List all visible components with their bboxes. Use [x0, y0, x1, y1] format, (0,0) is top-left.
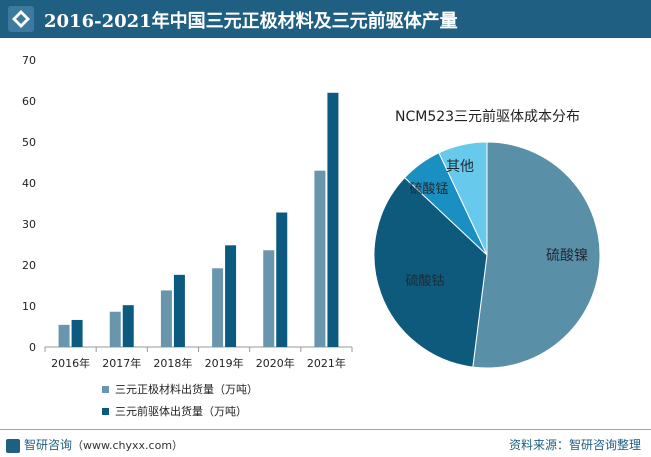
logo-icon [6, 438, 20, 453]
y-tick-label: 20 [22, 259, 36, 272]
x-tick-label: 2021年 [307, 356, 346, 370]
header-bar: 2016-2021年中国三元正极材料及三元前驱体产量 [0, 0, 651, 38]
bar-precursor [225, 245, 237, 347]
x-tick-label: 2018年 [153, 356, 192, 370]
pie-slice [472, 141, 601, 369]
legend-item-precursor: 三元前驱体出货量（万吨） [102, 403, 247, 419]
y-tick-label: 50 [22, 136, 36, 149]
pie-chart-title: NCM523三元前驱体成本分布 [395, 109, 581, 125]
pie-slice-label: 其他 [446, 159, 474, 175]
pie-slice [438, 141, 488, 256]
footer-logo-text: 智研咨询 [24, 438, 73, 452]
bar-precursor [173, 274, 185, 347]
footer-logo: 智研咨询（www.chyxx.com） [6, 436, 183, 453]
legend-swatch [102, 385, 109, 393]
pie-slice-label: 硫酸钴 [405, 274, 444, 289]
x-tick-label: 2016年 [51, 356, 90, 370]
bar-cathode [212, 268, 224, 347]
bar-cathode [58, 324, 70, 347]
y-tick-label: 60 [22, 95, 36, 108]
bar-cathode [109, 311, 121, 347]
pie-slice-label: 硫酸镍 [546, 248, 588, 264]
y-tick-label: 10 [22, 300, 36, 313]
pie-slice-label: 硫酸锰 [409, 182, 448, 197]
x-tick-label: 2020年 [256, 356, 295, 370]
y-tick-label: 30 [22, 218, 36, 231]
x-tick-label: 2019年 [205, 356, 244, 370]
y-tick-label: 40 [22, 177, 36, 190]
bar-cathode [314, 170, 326, 347]
diamond-icon [8, 6, 34, 32]
bar-cathode [160, 290, 172, 347]
legend-label: 三元前驱体出货量（万吨） [115, 405, 247, 418]
bar-precursor [327, 92, 339, 347]
bar-chart: 0 10 20 30 40 50 60 70 2016年 2017年 2018年 2019年 2020年… [22, 54, 353, 370]
legend-label: 三元正极材料出货量（万吨） [115, 383, 258, 396]
x-tick-label: 2017年 [102, 356, 141, 370]
bar-precursor [122, 305, 134, 347]
y-tick-label: 0 [29, 341, 36, 354]
pie-slice [373, 176, 488, 368]
legend-item-cathode: 三元正极材料出货量（万吨） [102, 381, 258, 397]
footer-divider [0, 429, 651, 430]
bar-precursor [71, 319, 83, 347]
source-note: 资料来源：智研咨询整理 [508, 438, 641, 452]
legend-swatch [102, 407, 109, 415]
y-tick-label: 70 [22, 54, 36, 67]
footer-url: （www.chyxx.com） [72, 439, 184, 452]
bar-cathode [263, 250, 275, 347]
bar-precursor [276, 212, 288, 347]
page-title: 2016-2021年中国三元正极材料及三元前驱体产量 [44, 11, 458, 32]
